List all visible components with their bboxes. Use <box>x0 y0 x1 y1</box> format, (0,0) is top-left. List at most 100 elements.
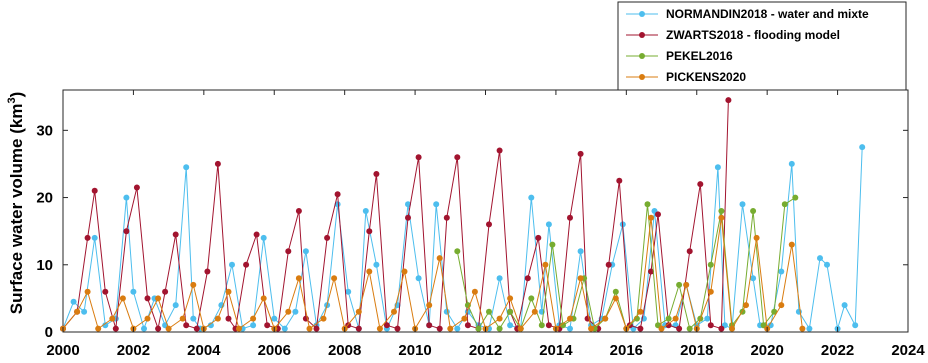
data-point <box>236 325 242 332</box>
data-point <box>729 325 735 332</box>
data-point <box>260 234 267 241</box>
data-point <box>567 325 573 332</box>
data-point <box>750 208 757 214</box>
data-point <box>697 181 704 188</box>
data-point <box>415 275 422 282</box>
y-axis-label-close: ) <box>7 92 26 98</box>
data-point <box>436 255 443 262</box>
data-point <box>355 308 362 315</box>
data-point <box>577 150 584 157</box>
data-point <box>577 275 584 282</box>
y-axis: 0 10 20 30 <box>36 122 908 341</box>
x-tick-label: 2012 <box>469 342 502 359</box>
data-point <box>531 308 538 315</box>
data-point <box>225 315 232 322</box>
data-point <box>725 97 732 104</box>
data-point <box>750 275 757 282</box>
data-point <box>454 325 461 332</box>
data-point <box>648 214 654 221</box>
data-point <box>204 268 211 275</box>
x-tick-label: 2024 <box>891 342 925 359</box>
data-point <box>225 288 232 295</box>
data-point <box>496 275 503 282</box>
legend-box <box>617 1 907 91</box>
data-point <box>70 298 77 305</box>
data-point <box>214 160 221 167</box>
data-point <box>415 154 422 161</box>
data-point <box>655 211 661 218</box>
legend-swatch-marker <box>639 53 645 59</box>
data-point <box>535 234 542 241</box>
data-point <box>250 322 257 329</box>
data-point <box>528 194 535 201</box>
data-point <box>806 325 813 332</box>
data-point <box>753 234 760 241</box>
data-point <box>281 325 288 332</box>
x-tick-label: 2006 <box>258 342 291 359</box>
data-point <box>743 302 749 309</box>
data-point <box>155 295 162 302</box>
data-point <box>366 228 373 235</box>
legend-label: NORMANDIN2018 - water and mixte <box>666 7 869 21</box>
y-tick-label: 30 <box>36 122 53 139</box>
data-point <box>454 154 461 161</box>
data-point <box>707 261 714 268</box>
data-point <box>383 322 390 329</box>
data-point <box>285 248 292 255</box>
data-point <box>91 187 98 194</box>
data-point <box>704 315 711 322</box>
data-point <box>542 261 549 268</box>
data-point <box>799 325 806 332</box>
legend-label: PICKENS2020 <box>666 70 746 84</box>
legend-item: PEKEL2016 <box>626 49 733 63</box>
data-point <box>637 325 644 332</box>
data-point <box>91 234 98 241</box>
y-axis-label-superscript: 3 <box>6 97 18 103</box>
data-point <box>686 248 693 255</box>
data-point <box>391 308 397 315</box>
data-point <box>658 325 665 332</box>
data-point <box>683 281 690 288</box>
data-point <box>567 315 573 322</box>
legend-label: ZWARTS2018 - flooding model <box>666 28 840 42</box>
data-point <box>426 302 433 309</box>
series-line <box>62 100 729 331</box>
legend-item: ZWARTS2018 - flooding model <box>626 28 840 42</box>
data-point <box>859 144 866 151</box>
legend-label: PEKEL2016 <box>666 49 733 63</box>
data-point <box>306 325 313 332</box>
data-point <box>507 308 514 315</box>
data-point <box>172 231 179 238</box>
data-point <box>496 325 503 332</box>
data-point <box>841 302 848 309</box>
data-point <box>313 325 320 332</box>
data-point <box>123 194 130 201</box>
data-point <box>302 248 309 255</box>
data-point <box>792 194 799 201</box>
data-point <box>102 288 109 295</box>
data-point <box>144 315 151 322</box>
data-point <box>95 325 102 332</box>
data-point <box>778 302 785 309</box>
data-point <box>84 288 91 295</box>
data-point <box>264 322 271 329</box>
data-point <box>852 322 859 329</box>
x-tick-label: 2014 <box>539 342 573 359</box>
data-point <box>162 288 169 295</box>
x-tick-label: 2022 <box>821 342 854 359</box>
data-point <box>560 322 566 329</box>
series-0 <box>60 144 866 332</box>
data-point <box>144 295 151 302</box>
data-point <box>155 325 162 332</box>
data-point <box>718 208 725 214</box>
x-tick-label: 2002 <box>117 342 150 359</box>
data-point <box>133 184 140 191</box>
data-point <box>524 275 531 282</box>
data-point <box>686 325 693 332</box>
data-point <box>172 302 179 309</box>
legend-item: PICKENS2020 <box>626 70 746 84</box>
data-point <box>355 325 362 332</box>
data-point <box>486 221 492 228</box>
x-tick-label: 2000 <box>46 342 79 359</box>
data-point <box>292 308 299 315</box>
